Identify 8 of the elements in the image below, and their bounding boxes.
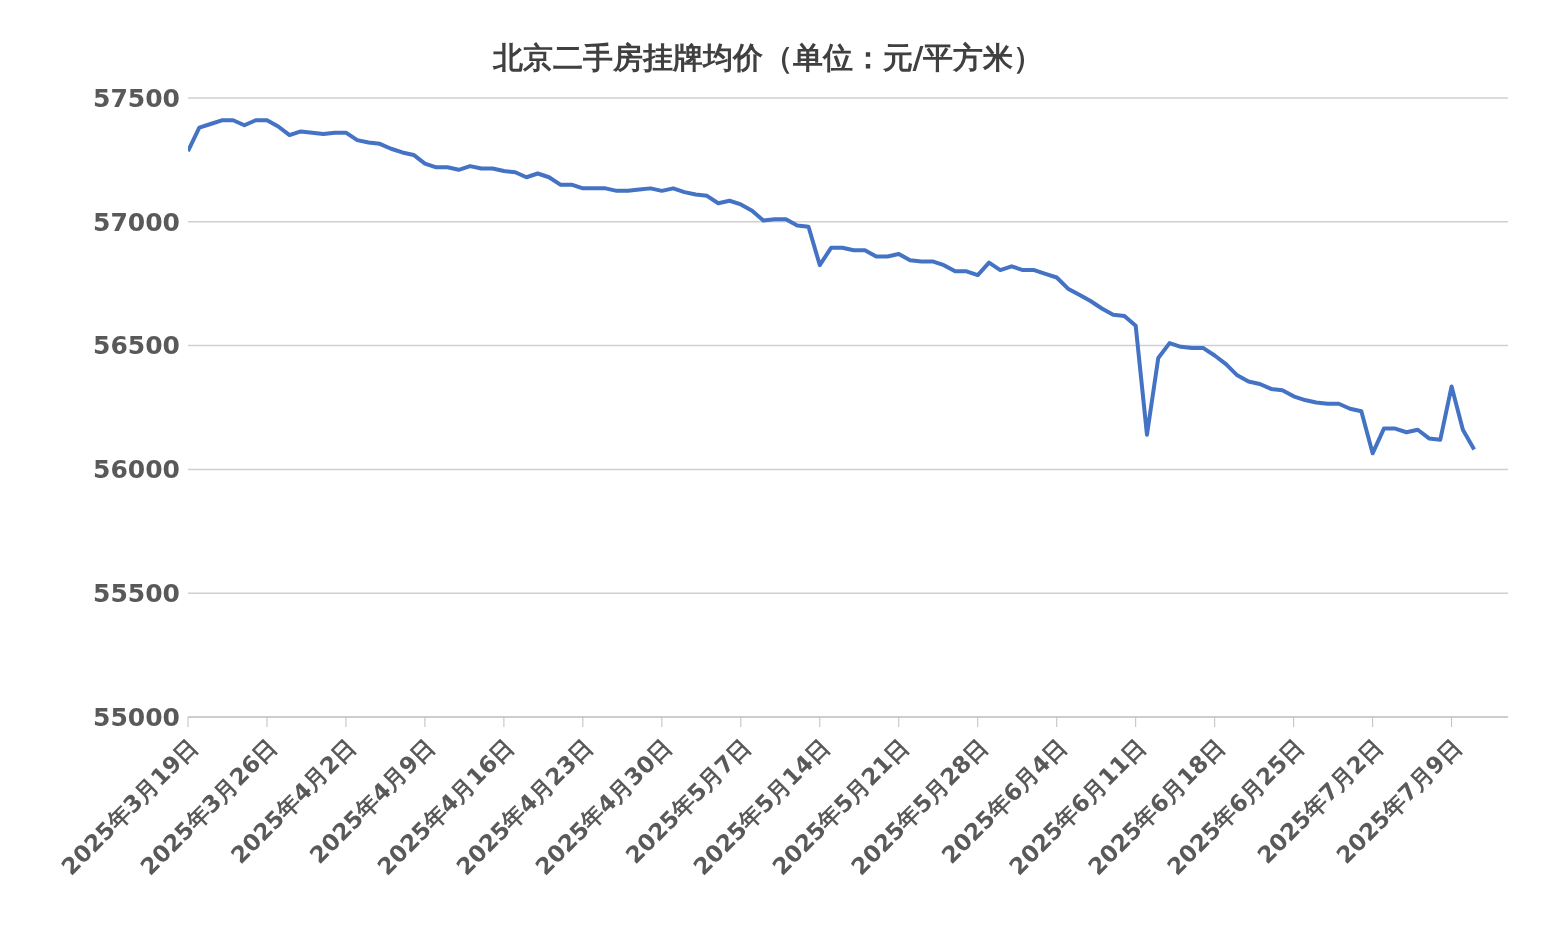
chart-title: 北京二手房挂牌均价（单位：元/平方米） (491, 39, 1045, 77)
y-tick-label: 56500 (93, 331, 180, 361)
y-tick-label: 57000 (93, 207, 180, 237)
y-tick-label: 55500 (93, 579, 180, 609)
y-tick-label: 55000 (93, 702, 180, 732)
line-series (188, 118, 1477, 456)
y-tick-label: 57500 (93, 83, 180, 113)
y-tick-label: 56000 (93, 455, 180, 485)
